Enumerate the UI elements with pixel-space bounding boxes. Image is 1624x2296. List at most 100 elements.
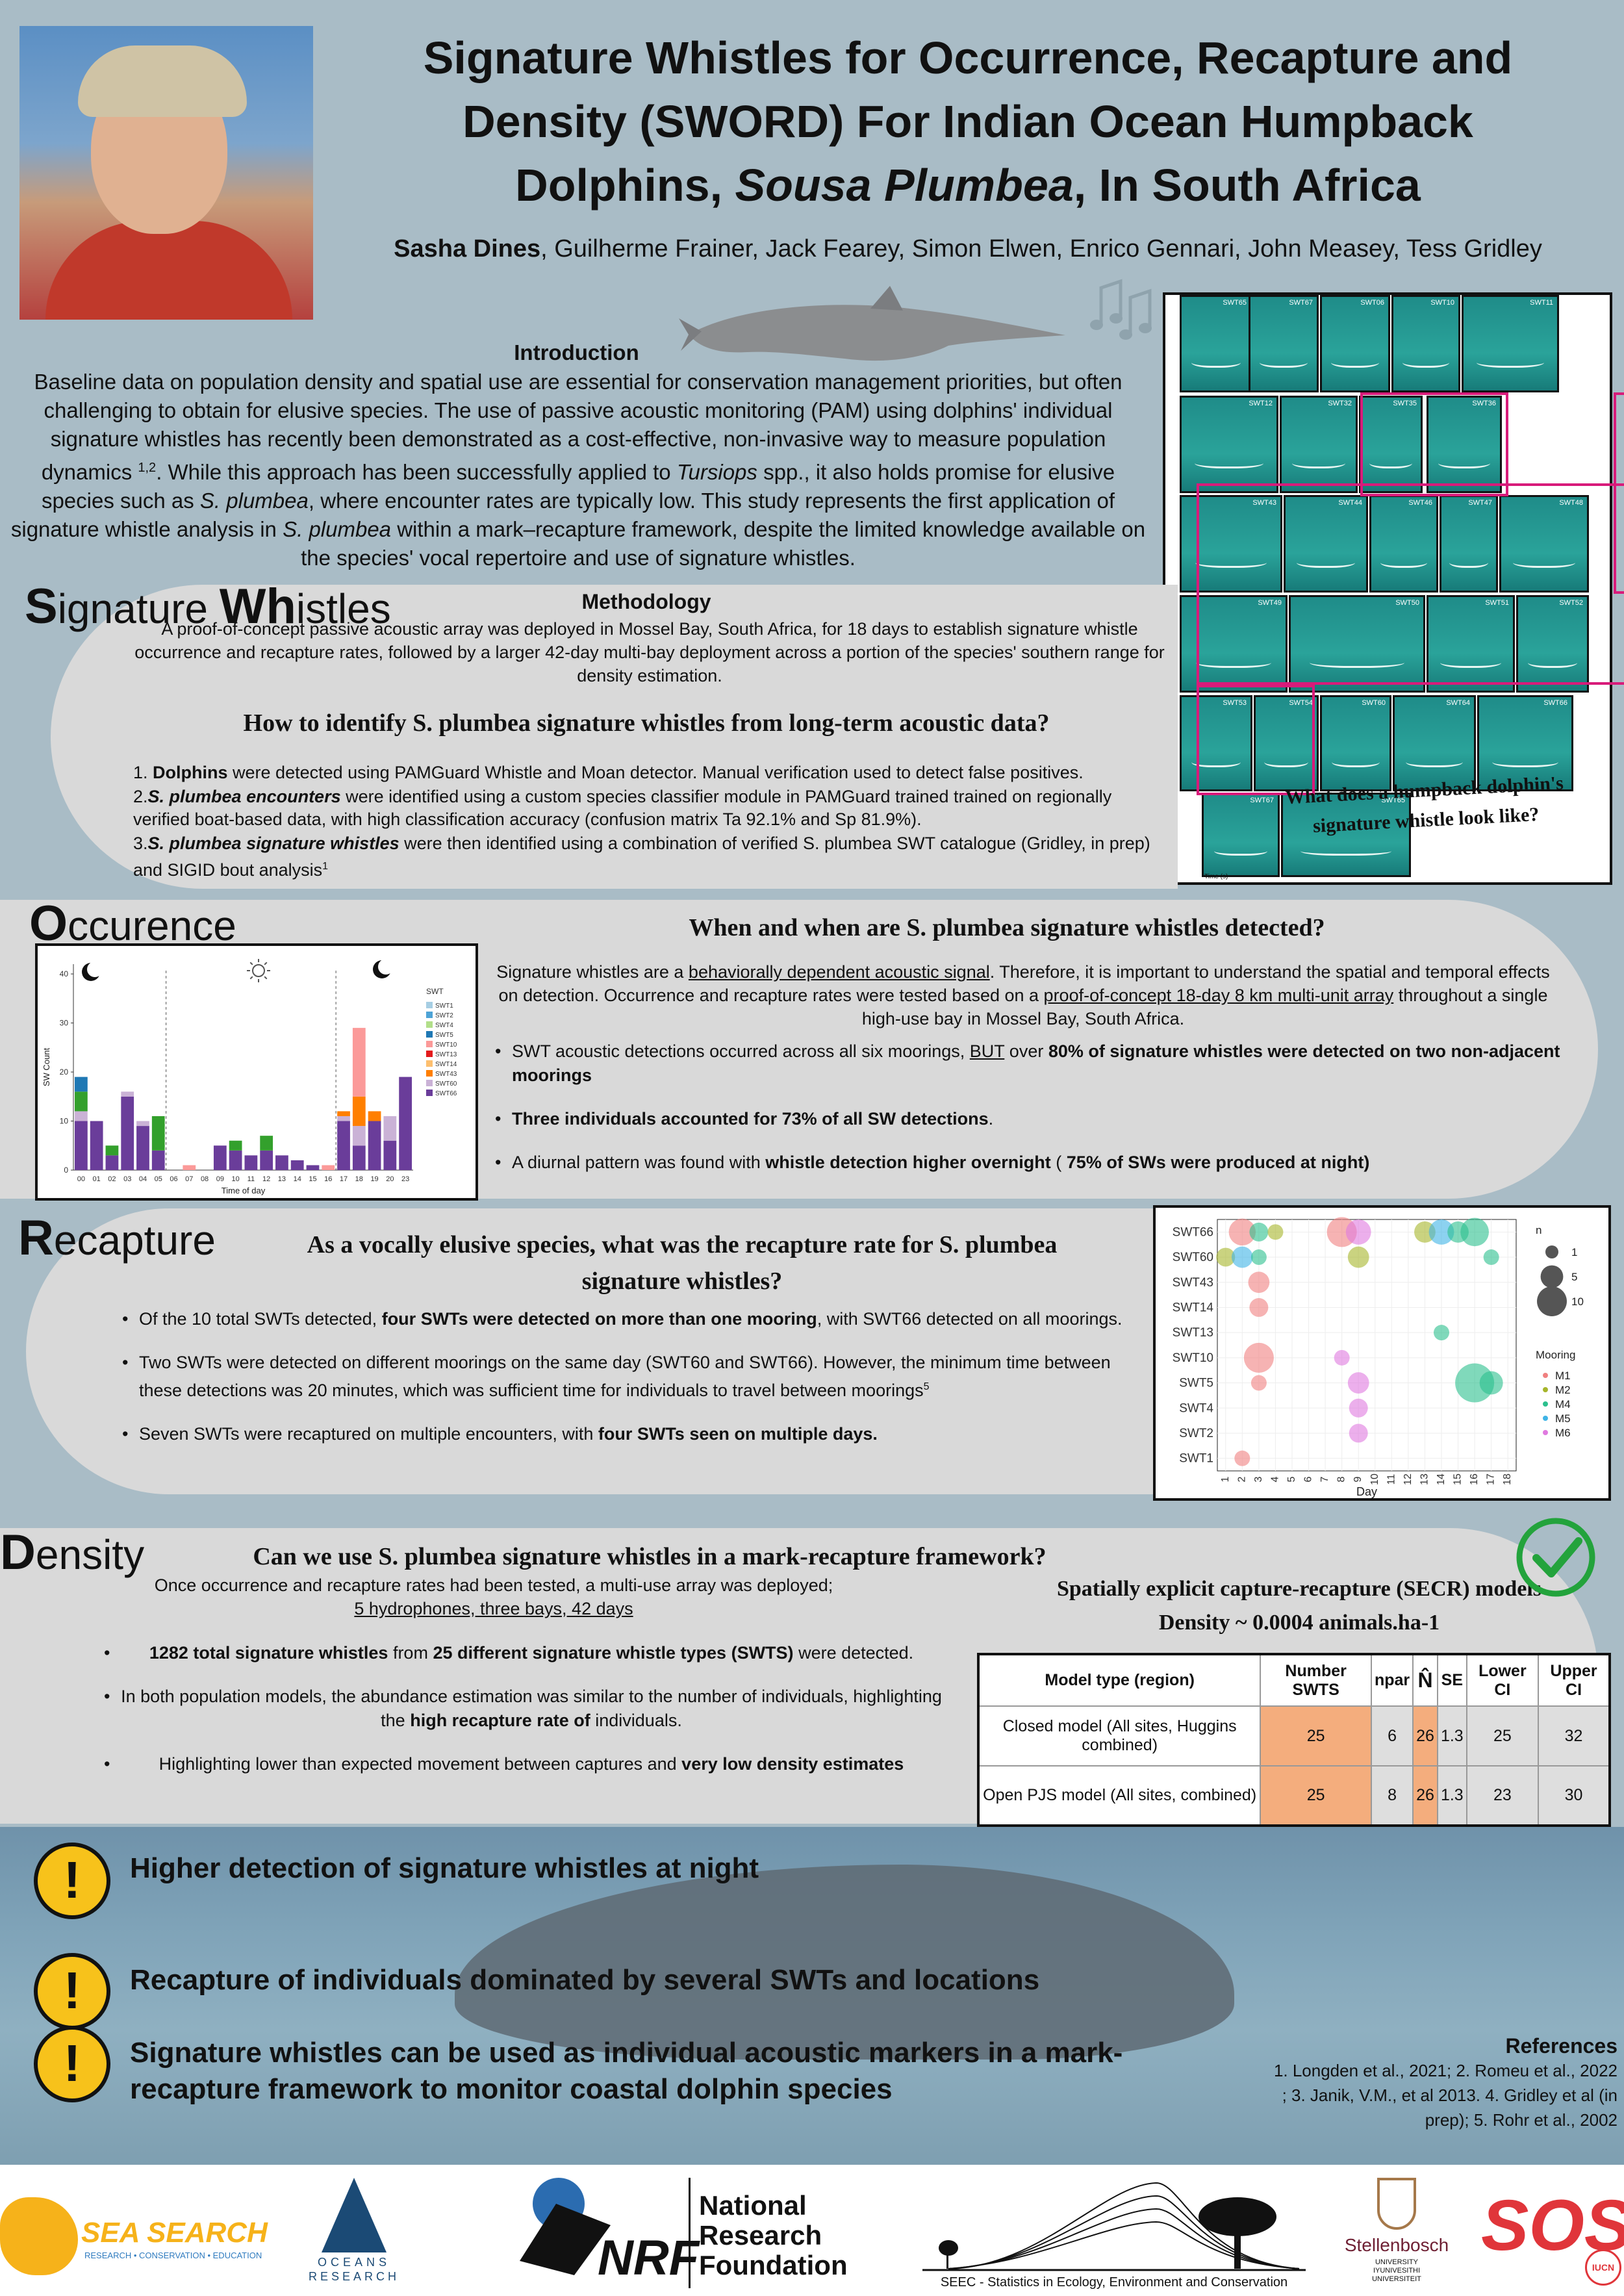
table-header: Upper CI: [1538, 1653, 1610, 1707]
data-point: [1455, 1363, 1495, 1403]
table-header: Number SWTS: [1260, 1653, 1372, 1707]
table-header: npar: [1370, 1653, 1414, 1707]
spectrogram-label: SWT46: [1408, 499, 1432, 507]
spectrogram-tile: SWT11: [1462, 295, 1559, 392]
intro-text: Baseline data on population density and …: [10, 370, 1146, 570]
x-tick-label: 09: [216, 1175, 224, 1183]
spectrogram-tile: SWT67: [1202, 793, 1280, 877]
spectrogram-tile: SWT65: [1180, 295, 1252, 392]
diurnal-bar-chart: 0 10 20 30 40 00 01 02 03 04 05 06 07 08 09 10 11 12 13 14 1…: [42, 959, 457, 1195]
bar-segment: [275, 1155, 288, 1170]
y-tick-label: 40: [60, 969, 69, 978]
stellenbosch-logo: Stellenbosch UNIVERSITY IYUNIVESITHI UNI…: [1338, 2178, 1455, 2288]
y-axis-label: SW Count: [42, 1047, 51, 1086]
list-item: Two SWTs were detected on different moor…: [122, 1351, 1136, 1403]
y-tick-label: 10: [60, 1117, 69, 1126]
data-point: [1479, 1371, 1503, 1395]
color-legend-dot: [1543, 1430, 1548, 1435]
legend-swatch: [426, 1031, 433, 1038]
sun-icon: [247, 959, 270, 982]
table-cell: 30: [1538, 1765, 1610, 1826]
music-notes-icon: [1090, 279, 1152, 340]
spectrogram-tile: SWT64: [1393, 695, 1476, 791]
x-tick-label: 14: [1436, 1473, 1447, 1485]
data-point: [1249, 1297, 1269, 1317]
y-tick-label: SWT60: [1173, 1251, 1213, 1264]
spectrogram-label: SWT35: [1393, 400, 1417, 407]
spectrogram-tile: SWT36: [1427, 396, 1502, 493]
bar-segment: [229, 1140, 242, 1151]
bar-segment: [383, 1116, 397, 1141]
data-point: [1345, 1219, 1371, 1245]
spectrogram-label: SWT06: [1360, 299, 1384, 307]
author-list: Sasha Dines, Guilherme Frainer, Jack Fea…: [394, 235, 1542, 262]
color-legend-label: M4: [1555, 1398, 1571, 1410]
bar-segment: [75, 1121, 88, 1170]
y-tick-label: SWT14: [1173, 1301, 1214, 1314]
warning-icon: !: [34, 1843, 110, 1919]
y-tick-label: SWT4: [1179, 1401, 1213, 1415]
method-step: 2.S. plumbea encounters were identified …: [133, 787, 1112, 829]
x-tick-label: 6: [1303, 1476, 1314, 1482]
spectrogram-tile: SWT12: [1180, 396, 1278, 493]
spectrogram-tile: SWT51: [1427, 595, 1515, 693]
x-tick-label: 03: [123, 1175, 131, 1183]
legend-swatch: [426, 1070, 433, 1077]
dolphin-illustration: [679, 286, 1065, 361]
x-tick-label: 10: [1369, 1473, 1380, 1485]
data-point: [1267, 1224, 1284, 1240]
moon-icon: [82, 962, 103, 981]
y-tick-label: SWT2: [1179, 1427, 1213, 1440]
x-tick-label: 15: [1453, 1473, 1464, 1485]
list-item: 1282 total signature whistles from 25 di…: [104, 1641, 942, 1665]
recapture-bubble-chart: 1 2 3 4 5 6 7 8 9 10 11 12 13 14 15 16 17 18SWT66SWT60SWT…: [1173, 1217, 1584, 1498]
diurnal-chart-box: 0 10 20 30 40 00 01 02 03 04 05 06 07 08 09 10 11 12 13 14 1…: [35, 943, 478, 1201]
spectrogram-label: SWT51: [1485, 599, 1509, 607]
legend-label: SWT4: [435, 1022, 453, 1029]
table-cell: 32: [1538, 1705, 1610, 1767]
spectrogram-label: SWT11: [1530, 299, 1553, 307]
size-legend-label: 10: [1571, 1295, 1584, 1308]
legend-label: SWT2: [435, 1012, 453, 1019]
section-title-signature-whistles: Signature Whistles: [25, 579, 391, 634]
data-point: [1334, 1349, 1350, 1366]
legend-label: SWT5: [435, 1032, 453, 1039]
bar-segment: [121, 1096, 134, 1170]
data-point: [1250, 1249, 1267, 1266]
recapture-chart-box: 1 2 3 4 5 6 7 8 9 10 11 12 13 14 15 16 17 18 SWT66 SWT60 SWT…: [1153, 1205, 1611, 1501]
table-cell: 1.3: [1436, 1765, 1467, 1826]
table-cell: 25: [1260, 1705, 1372, 1767]
x-tick-label: 16: [324, 1175, 332, 1183]
spectrogram-label: SWT10: [1430, 299, 1454, 307]
data-point: [1248, 1271, 1270, 1294]
spectrogram-tile: SWT32: [1280, 396, 1358, 493]
spectrogram-label: SWT44: [1338, 499, 1362, 507]
x-tick-label: 02: [108, 1175, 116, 1183]
spectrogram-label: SWT53: [1223, 699, 1247, 707]
spectrogram-label: SWT65: [1381, 797, 1405, 804]
spectrogram-label: SWT12: [1249, 400, 1273, 407]
table-header: N̂: [1412, 1653, 1438, 1707]
spectrogram-tile: SWT48: [1499, 495, 1589, 593]
bar-segment: [352, 1096, 366, 1127]
x-tick-label: 01: [93, 1175, 101, 1183]
conclusion-1: Higher detection of signature whistles a…: [130, 1852, 759, 1884]
spectrogram-label: SWT49: [1258, 599, 1282, 607]
spectrogram-label: SWT43: [1252, 499, 1276, 507]
bar-segment: [399, 1077, 412, 1170]
legend-swatch: [426, 1021, 433, 1028]
list-item: In both population models, the abundance…: [104, 1685, 942, 1733]
x-tick-label: 18: [355, 1175, 363, 1183]
bar-segment: [151, 1150, 165, 1170]
table-cell: 6: [1370, 1705, 1414, 1767]
x-tick-label: 1: [1220, 1476, 1231, 1482]
spectrogram-label: SWT32: [1328, 400, 1352, 407]
size-legend-title: n: [1536, 1224, 1542, 1236]
method-step: 1. Dolphins were detected using PAMGuard…: [133, 763, 1084, 782]
spectrogram-tile: SWT53: [1180, 695, 1252, 791]
list-item: Of the 10 total SWTs detected, four SWTs…: [122, 1307, 1136, 1331]
spectrogram-label: SWT60: [1362, 699, 1386, 707]
bar-segment: [105, 1145, 119, 1156]
size-legend-dot: [1545, 1245, 1558, 1258]
warning-icon: !: [34, 1953, 110, 2030]
